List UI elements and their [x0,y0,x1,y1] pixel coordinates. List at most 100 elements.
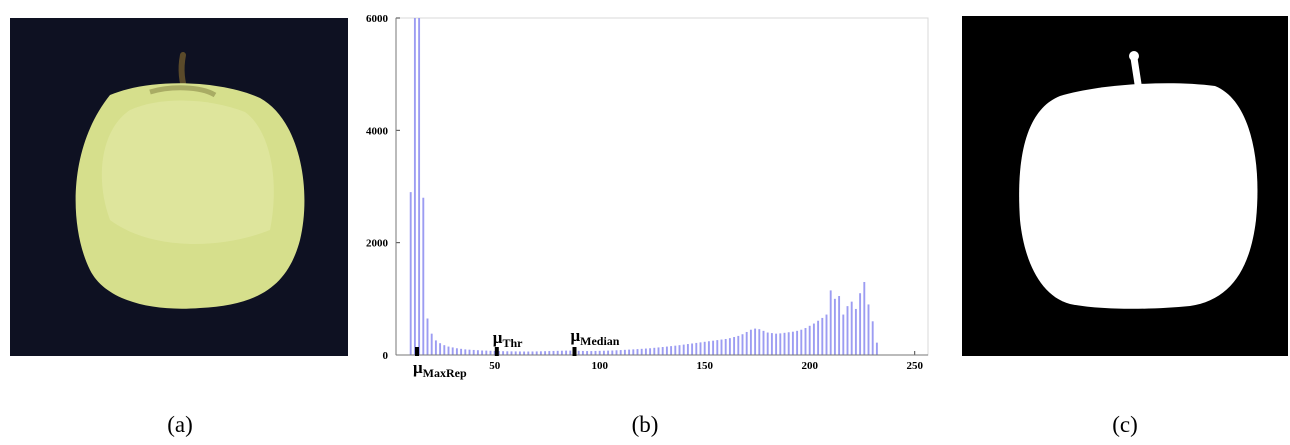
bar [628,349,631,355]
bar [493,350,496,355]
bar [733,337,736,355]
bar [464,349,467,355]
bar [602,350,605,355]
annotation-subscript: MaxRep [423,366,467,380]
bar [665,346,668,355]
bar [712,340,715,355]
bar [535,351,538,355]
bar [581,350,584,355]
bar [598,350,601,355]
bar [770,333,773,355]
bar [497,351,500,355]
bar [871,321,874,355]
bar [434,340,437,355]
bar [506,351,509,355]
bar [560,350,563,355]
bar [556,350,559,355]
bar [804,328,807,355]
bar [548,351,551,355]
bar [607,350,610,355]
annotation-symbol: μ [493,328,503,347]
bar [653,347,656,355]
bar [657,347,660,355]
x-tick-label: 100 [591,360,608,372]
bar [859,293,862,355]
y-tick-label: 2000 [366,238,389,250]
annotation: μMaxRep [413,358,467,380]
bar [703,341,706,355]
bar [674,345,677,355]
bar [636,349,639,355]
annotation-subscript: Median [580,334,620,348]
bar [766,332,769,355]
bar [514,351,517,355]
x-tick-label: 200 [801,360,818,372]
bar [842,314,845,355]
bar [800,329,803,355]
bar [783,332,786,355]
annotation: μMedian [571,326,620,348]
bar [686,344,689,355]
caption: (b) [632,412,659,437]
bar [678,345,681,355]
bar [707,341,710,355]
bar [590,351,593,355]
bar [502,351,505,355]
plot-frame [395,17,929,356]
apple-mask [962,16,1288,356]
bar [670,346,673,355]
bar [443,345,446,355]
bar [544,351,547,355]
annotation-marker [415,347,419,356]
bar [413,18,416,355]
bar [720,339,723,355]
bar [695,342,698,355]
bar [430,333,433,355]
y-tick-label: 0 [383,350,389,362]
y-tick-label: 6000 [366,13,389,25]
bar [850,301,853,355]
bar [838,296,841,355]
bar [577,350,580,355]
x-tick-label: 250 [906,360,923,372]
annotation-marker [572,347,577,356]
bar [569,350,572,355]
bar [481,350,484,355]
annotation-subscript: Thr [502,336,523,350]
x-tick-label: 50 [489,360,501,372]
apple-photo [10,18,348,356]
bar [468,349,471,355]
bar [825,314,828,355]
bar [632,349,635,355]
bar [489,350,492,355]
bar [724,338,727,355]
bar [422,197,425,355]
bar [817,320,820,355]
bar [455,348,458,355]
bar [741,334,744,355]
bar [737,335,740,355]
bar [787,332,790,355]
bar [523,351,526,355]
bar [682,344,685,355]
bar [875,342,878,355]
bar [586,351,589,355]
bar [728,338,731,355]
caption: (a) [167,412,193,437]
annotation-marker [494,347,499,356]
bar [439,343,442,355]
bar [539,351,542,355]
bar [791,331,794,355]
bar [565,350,568,355]
bar [716,340,719,355]
bar [615,350,618,355]
bar [796,330,799,355]
bar [854,308,857,355]
bar [409,192,412,355]
bar [460,348,463,355]
bar [691,343,694,355]
bar [808,325,811,355]
bar [812,323,815,355]
